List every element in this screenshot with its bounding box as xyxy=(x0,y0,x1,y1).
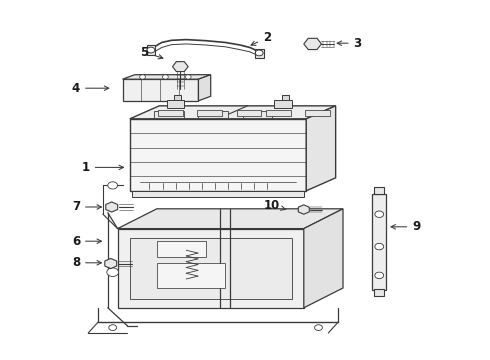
Bar xyxy=(158,110,183,116)
Text: 6: 6 xyxy=(72,235,101,248)
Polygon shape xyxy=(118,209,343,229)
Text: 10: 10 xyxy=(264,199,286,212)
Polygon shape xyxy=(255,49,264,58)
Bar xyxy=(374,187,384,194)
Text: 7: 7 xyxy=(72,201,101,213)
Polygon shape xyxy=(130,106,336,119)
Bar xyxy=(198,111,228,118)
Polygon shape xyxy=(304,209,343,308)
Polygon shape xyxy=(198,75,211,101)
Bar xyxy=(243,111,272,118)
Polygon shape xyxy=(105,258,117,269)
Text: 2: 2 xyxy=(251,31,271,45)
Circle shape xyxy=(147,47,155,53)
Bar xyxy=(167,100,184,108)
Polygon shape xyxy=(306,106,336,191)
Bar xyxy=(282,95,289,100)
Bar xyxy=(237,110,261,116)
Circle shape xyxy=(163,75,169,79)
Polygon shape xyxy=(122,75,211,79)
Bar xyxy=(130,238,292,299)
Bar xyxy=(132,191,304,197)
Text: 4: 4 xyxy=(72,82,109,95)
Bar xyxy=(174,95,181,100)
Polygon shape xyxy=(122,79,198,101)
Circle shape xyxy=(185,75,191,79)
Bar xyxy=(274,100,292,108)
Circle shape xyxy=(255,50,263,56)
Bar xyxy=(374,289,384,296)
Circle shape xyxy=(108,182,118,189)
Polygon shape xyxy=(147,45,155,55)
Polygon shape xyxy=(172,62,188,72)
Text: 8: 8 xyxy=(72,256,101,269)
Text: 9: 9 xyxy=(391,220,420,233)
Polygon shape xyxy=(130,119,306,191)
Polygon shape xyxy=(118,229,304,308)
Text: 3: 3 xyxy=(337,37,362,50)
Bar xyxy=(372,194,386,290)
Circle shape xyxy=(315,325,322,330)
Polygon shape xyxy=(106,202,118,212)
Bar xyxy=(154,111,184,118)
Polygon shape xyxy=(304,38,321,50)
Bar xyxy=(266,110,291,116)
Polygon shape xyxy=(298,205,309,214)
Bar xyxy=(157,263,225,288)
Text: 1: 1 xyxy=(82,161,123,174)
Circle shape xyxy=(107,268,119,276)
Circle shape xyxy=(140,75,146,79)
Circle shape xyxy=(375,272,384,279)
Circle shape xyxy=(375,243,384,250)
Circle shape xyxy=(375,211,384,217)
Circle shape xyxy=(109,325,117,330)
Text: 5: 5 xyxy=(141,46,163,59)
Bar xyxy=(197,110,222,116)
Bar xyxy=(305,110,330,116)
Bar xyxy=(157,241,206,257)
